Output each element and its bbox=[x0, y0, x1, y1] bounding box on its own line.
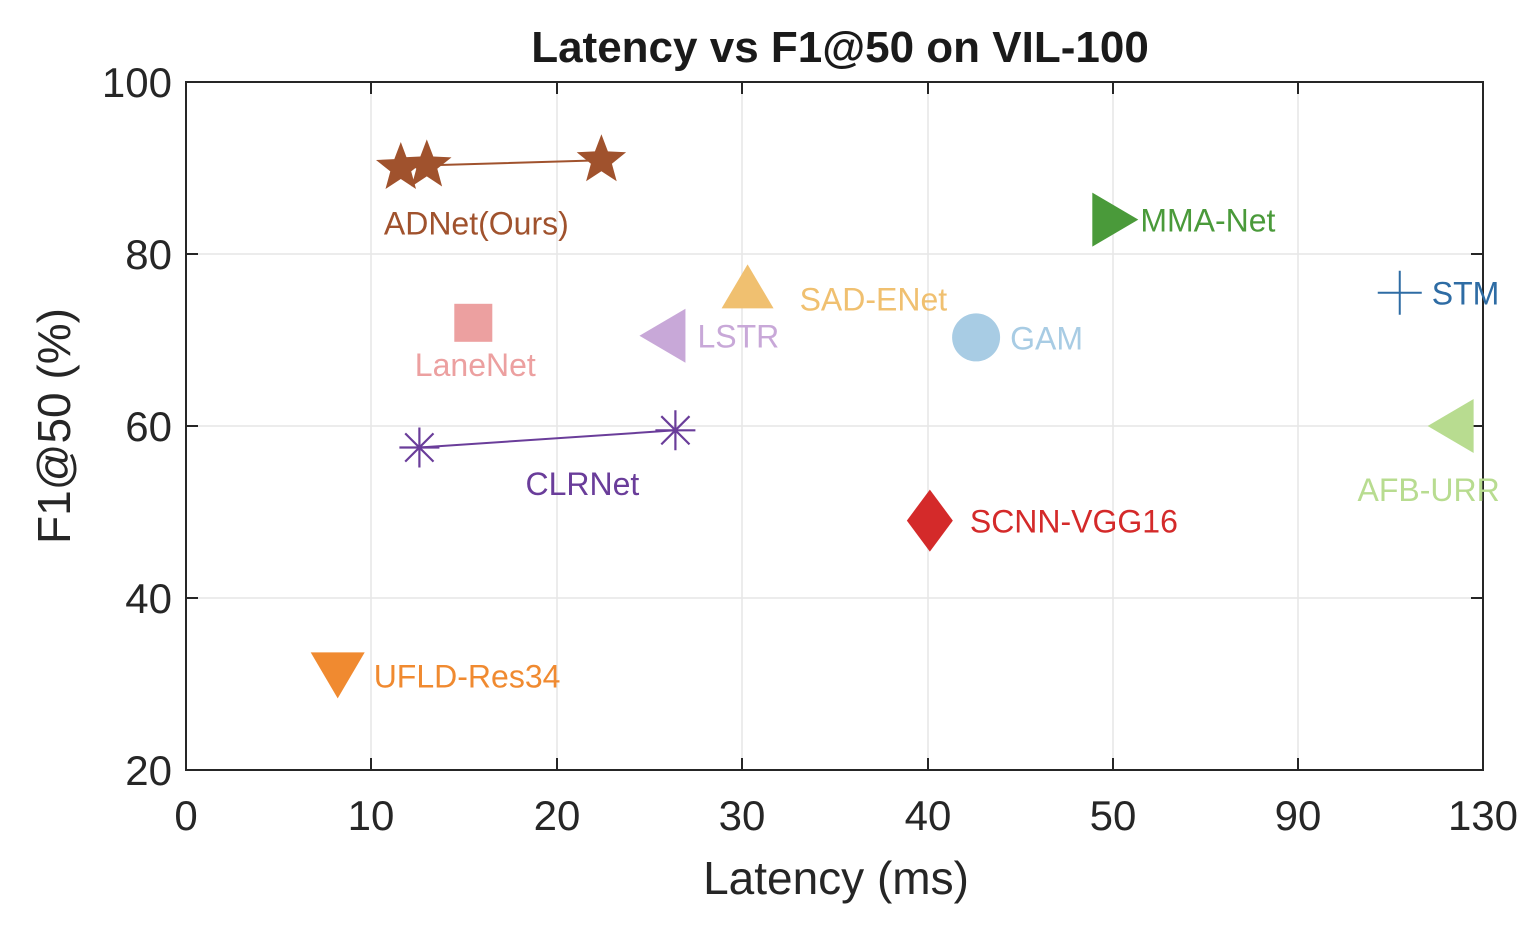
mma-net-label: MMA-Net bbox=[1140, 203, 1275, 239]
y-tick-label: 40 bbox=[125, 575, 172, 622]
series-clrnet: CLRNet bbox=[399, 410, 696, 502]
x-tick-label: 90 bbox=[1275, 792, 1322, 839]
grid bbox=[186, 82, 1483, 770]
clrnet-line bbox=[419, 429, 676, 449]
series-mma-net: MMA-Net bbox=[1092, 192, 1276, 247]
adnet-ours-point bbox=[376, 142, 426, 189]
lanenet-point bbox=[454, 303, 493, 342]
y-tick-label: 20 bbox=[125, 747, 172, 794]
y-tick-label: 80 bbox=[125, 231, 172, 278]
mma-net-point bbox=[1092, 192, 1139, 247]
gam-point bbox=[952, 313, 1001, 362]
stm-point bbox=[1377, 270, 1422, 315]
y-tick-label: 60 bbox=[125, 403, 172, 450]
gam-label: GAM bbox=[1010, 320, 1083, 356]
series-sad-enet: SAD-ENet bbox=[721, 264, 948, 317]
x-tick-label: 40 bbox=[905, 792, 952, 839]
x-axis-label: Latency (ms) bbox=[703, 852, 969, 904]
clrnet-label: CLRNet bbox=[525, 466, 639, 502]
lstr-point bbox=[639, 308, 686, 363]
adnet-ours-label: ADNet(Ours) bbox=[384, 206, 569, 242]
stm-label: STM bbox=[1432, 276, 1500, 312]
y-axis-label: F1@50 (%) bbox=[28, 308, 80, 544]
x-tick-label: 10 bbox=[348, 792, 395, 839]
x-tick-label: 130 bbox=[1448, 792, 1518, 839]
adnet-ours-point bbox=[576, 134, 627, 182]
ufld-res34-label: UFLD-Res34 bbox=[374, 658, 561, 694]
series-ufld-res34: UFLD-Res34 bbox=[310, 652, 561, 699]
x-tick-label: 50 bbox=[1090, 792, 1137, 839]
x-tick-label: 30 bbox=[719, 792, 766, 839]
series-stm: STM bbox=[1377, 270, 1500, 315]
series-scnn-vgg16: SCNN-VGG16 bbox=[906, 489, 1178, 552]
ufld-res34-point bbox=[310, 652, 365, 699]
lstr-label: LSTR bbox=[697, 319, 779, 355]
series-gam: GAM bbox=[952, 313, 1083, 362]
afb-urr-label: AFB-URR bbox=[1358, 472, 1500, 508]
data-series: ADNet(Ours) MMA-Net SAD-ENet STM LaneNet LSTR… bbox=[310, 134, 1500, 699]
series-afb-urr: AFB-URR bbox=[1358, 399, 1500, 508]
scnn-vgg16-label: SCNN-VGG16 bbox=[970, 504, 1178, 540]
lanenet-label: LaneNet bbox=[415, 347, 536, 383]
series-lstr: LSTR bbox=[639, 308, 779, 363]
series-lanenet: LaneNet bbox=[415, 303, 536, 383]
adnet-ours-point bbox=[402, 139, 452, 187]
clrnet-point bbox=[655, 410, 696, 451]
x-tick-label: 20 bbox=[534, 792, 581, 839]
afb-urr-point bbox=[1427, 399, 1474, 453]
sad-enet-label: SAD-ENet bbox=[800, 281, 948, 317]
axis-ticks: 0 10 20 30 40 50 90 130 20 40 60 80 100 bbox=[102, 59, 1518, 839]
clrnet-point bbox=[399, 427, 440, 468]
sad-enet-point bbox=[721, 264, 774, 309]
series-adnet-ours: ADNet(Ours) bbox=[376, 134, 627, 242]
y-tick-label: 100 bbox=[102, 59, 172, 106]
chart-title: Latency vs F1@50 on VIL-100 bbox=[531, 23, 1149, 72]
scnn-vgg16-point bbox=[906, 489, 953, 552]
x-tick-label: 0 bbox=[174, 792, 197, 839]
